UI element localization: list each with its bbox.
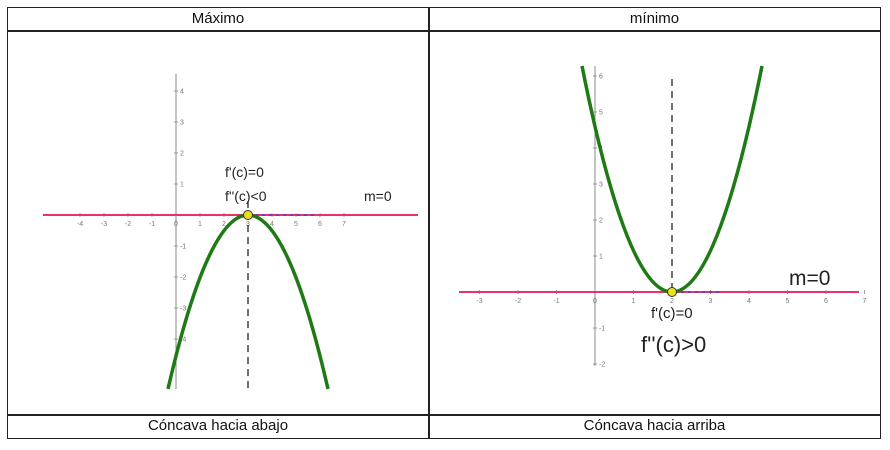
column-divider <box>428 8 430 438</box>
x-tick-label: 3 <box>709 298 713 305</box>
y-tick-label: -3 <box>180 306 186 313</box>
x-tick-label: 4 <box>270 221 274 228</box>
y-tick-label: 1 <box>180 182 184 189</box>
footer-concava-arriba: Cóncava hacia arriba <box>583 417 726 434</box>
y-tick-label: 2 <box>599 218 603 225</box>
x-tick-label: 6 <box>824 298 828 305</box>
first-derivative-label: f'(c)=0 <box>225 164 264 180</box>
x-tick-label: 3 <box>246 221 250 228</box>
y-tick-label: 1 <box>599 254 603 261</box>
x-tick-label: 2 <box>670 298 674 305</box>
y-tick-label: 6 <box>599 74 603 81</box>
x-tick-label: 6 <box>318 221 322 228</box>
y-tick-label: -2 <box>599 362 605 369</box>
x-tick-label: -2 <box>125 221 131 228</box>
x-tick-label: 0 <box>174 221 178 228</box>
maximum-graph-cell: -4 -3 -2 -1 0 1 2 3 4 5 6 7 4 3 2 1 -1 -2 -3 -4 f'(c)=0 f'… <box>8 31 428 414</box>
comparison-table: Máximo mínimo Cóncava hacia abajo Cóncav… <box>7 7 881 439</box>
header-maximo: Máximo <box>191 10 245 27</box>
x-tick-label: 1 <box>198 221 202 228</box>
minimum-graph-cell: -3 -2 -1 0 1 2 3 4 5 6 7 6 5 4 3 2 1 -1 -2 f'(c)=0 f''(c)… <box>429 31 880 414</box>
second-derivative-label: f''(c)<0 <box>225 188 267 204</box>
x-tick-label: 1 <box>632 298 636 305</box>
x-tick-label: 2 <box>222 221 226 228</box>
x-tick-label: -1 <box>149 221 155 228</box>
x-tick-label: 5 <box>786 298 790 305</box>
x-tick-label: -1 <box>553 298 559 305</box>
y-tick-label: -1 <box>599 326 605 333</box>
x-tick-label: 7 <box>342 221 346 228</box>
y-tick-label: 5 <box>599 110 603 117</box>
critical-point <box>667 287 677 297</box>
x-tick-label: 5 <box>294 221 298 228</box>
y-tick-label: -2 <box>180 275 186 282</box>
y-tick-label: 2 <box>180 151 184 158</box>
y-tick-label: -4 <box>180 337 186 344</box>
header-divider <box>8 30 880 32</box>
y-tick-label: 3 <box>599 182 603 189</box>
x-tick-label: -2 <box>515 298 521 305</box>
x-tick-label: -4 <box>77 221 83 228</box>
x-tick-label: 7 <box>863 298 867 305</box>
x-tick-label: 4 <box>747 298 751 305</box>
x-tick-label: -3 <box>476 298 482 305</box>
x-tick-label: -3 <box>101 221 107 228</box>
critical-point <box>243 210 253 220</box>
x-tick-label: 0 <box>593 298 597 305</box>
first-derivative-label: f'(c)=0 <box>651 305 693 322</box>
y-axis-ticks: 4 3 2 1 -1 -2 -3 -4 <box>174 89 186 344</box>
slope-label: m=0 <box>789 267 830 290</box>
maximum-graph: -4 -3 -2 -1 0 1 2 3 4 5 6 7 4 3 2 1 -1 -2 -3 -4 f'(c)=0 f'… <box>43 74 418 390</box>
footer-concava-abajo: Cóncava hacia abajo <box>147 417 289 434</box>
y-tick-label: 4 <box>180 89 184 96</box>
second-derivative-label: f''(c)>0 <box>641 332 706 357</box>
header-minimo: mínimo <box>629 10 680 27</box>
slope-label: m=0 <box>364 188 392 204</box>
footer-divider <box>8 414 880 416</box>
y-tick-label: 3 <box>180 120 184 127</box>
y-tick-label: -1 <box>180 244 186 251</box>
